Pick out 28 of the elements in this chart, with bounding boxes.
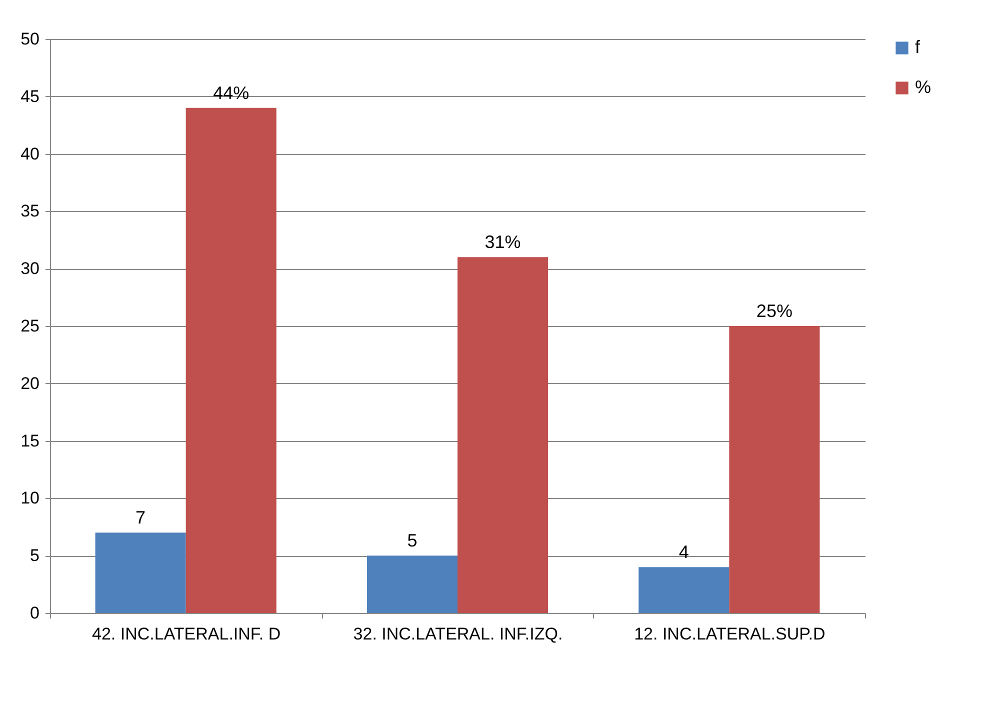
y-tick-label: 50	[20, 30, 40, 48]
bar	[729, 326, 820, 613]
bar	[458, 257, 548, 613]
y-tick-label: 40	[20, 144, 40, 164]
bar	[95, 532, 186, 613]
x-tick-label: 42. INC.LATERAL.INF. D	[92, 624, 281, 644]
bar	[366, 556, 458, 613]
y-tick-label: 30	[20, 259, 40, 278]
bar	[638, 567, 730, 613]
legend-label: %	[915, 77, 932, 97]
y-tick-label: 5	[30, 546, 40, 566]
data-label: 4	[678, 542, 689, 562]
data-label: 31%	[484, 232, 521, 252]
y-tick-label: 0	[30, 604, 40, 622]
y-tick-label: 10	[20, 488, 40, 508]
x-tick-label: 12. INC.LATERAL.SUP.D	[634, 624, 826, 644]
data-label: 44%	[213, 82, 250, 103]
data-label: 5	[407, 530, 418, 551]
y-tick-label: 15	[20, 431, 40, 450]
y-tick-label: 25	[20, 316, 40, 336]
y-tick-label: 45	[20, 86, 40, 106]
data-label: 25%	[756, 301, 792, 321]
data-label: 7	[136, 508, 146, 528]
y-tick-label: 35	[20, 202, 40, 221]
x-tick-label: 32. INC.LATERAL. INF.IZQ.	[353, 624, 563, 644]
legend-label: f	[915, 37, 921, 57]
y-tick-label: 20	[20, 374, 40, 393]
bar	[186, 108, 276, 613]
